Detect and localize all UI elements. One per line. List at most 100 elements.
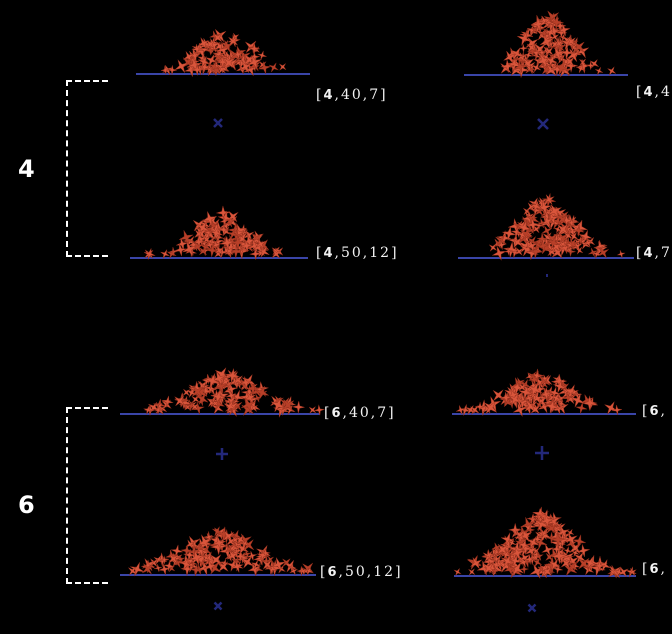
star-particle <box>562 392 574 403</box>
star-particle <box>504 247 513 257</box>
star-particle <box>555 39 564 48</box>
star-particle <box>525 240 538 252</box>
star-particle <box>492 389 504 401</box>
star-particle <box>514 60 527 73</box>
config-tag-6-40-7: [6,40,7] <box>324 405 396 421</box>
star-particle <box>193 236 205 248</box>
star-particle <box>176 555 186 564</box>
star-particle <box>552 402 565 415</box>
star-particle <box>262 560 272 570</box>
star-particle <box>187 57 203 73</box>
config-tag-rest: 7 <box>660 245 672 261</box>
config-tag-rest: 50,12 <box>344 564 396 580</box>
star-particle <box>604 401 618 415</box>
config-tag-rest: 40,7 <box>340 87 381 103</box>
dot-marker-icon <box>546 274 548 277</box>
star-particle <box>232 49 243 60</box>
star-particle <box>208 61 220 72</box>
star-particle <box>565 57 574 66</box>
star-particle <box>561 36 575 51</box>
star-particle <box>174 59 189 73</box>
star-particle <box>223 240 239 256</box>
star-particle <box>238 533 252 547</box>
star-particle <box>244 391 256 404</box>
config-tag-n: 6 <box>331 406 343 421</box>
config-tag-6-right-top: [6, <box>642 403 667 419</box>
star-particle <box>586 61 596 70</box>
star-particle <box>526 42 537 53</box>
star-particle <box>154 564 163 572</box>
star-particle <box>557 214 568 225</box>
star-particle <box>496 230 512 246</box>
star-particle <box>189 550 205 566</box>
star-particle <box>205 243 219 257</box>
star-particle <box>223 400 237 413</box>
star-particle <box>216 526 232 542</box>
star-particle <box>248 43 260 55</box>
star-particle <box>527 66 536 75</box>
star-particle <box>191 64 203 76</box>
star-particle <box>595 67 604 75</box>
star-particle <box>270 397 286 413</box>
config-tag-rest: 50,12 <box>340 245 392 261</box>
star-particle <box>520 517 536 533</box>
star-particle <box>537 240 549 252</box>
star-particle <box>227 228 238 240</box>
star-particle <box>465 405 476 415</box>
star-particle <box>243 550 252 559</box>
star-particle <box>593 560 606 572</box>
star-particle <box>216 42 231 57</box>
config-tag-n: 4 <box>323 88 335 103</box>
cross-marker-icon <box>537 118 549 130</box>
star-particle <box>206 40 215 49</box>
config-tag-n: 4 <box>323 246 335 261</box>
star-particle <box>566 48 580 62</box>
star-particle <box>617 250 626 258</box>
star-particle <box>222 530 235 543</box>
star-particle <box>597 247 609 259</box>
star-particle <box>504 563 516 576</box>
star-particle <box>528 373 540 386</box>
star-particle <box>231 560 244 573</box>
group-label-4: 4 <box>18 155 35 183</box>
star-particle <box>492 554 501 564</box>
star-particle <box>260 548 271 558</box>
star-particle <box>618 566 629 578</box>
star-particle <box>584 556 597 570</box>
star-particle <box>166 249 177 259</box>
star-particle <box>503 50 517 64</box>
star-particle <box>525 545 537 557</box>
star-particle <box>221 40 234 53</box>
star-particle <box>526 218 540 232</box>
star-particle <box>556 235 564 243</box>
star-particle <box>525 525 535 535</box>
star-particle <box>196 221 210 235</box>
star-particle <box>609 568 616 576</box>
star-particle <box>271 557 286 572</box>
star-particle <box>211 389 226 405</box>
star-particle <box>241 397 256 413</box>
star-particle <box>576 64 586 74</box>
star-particle <box>514 377 525 388</box>
star-particle <box>174 395 185 407</box>
star-particle <box>202 211 217 227</box>
star-particle <box>289 566 298 576</box>
config-tag-rest: 40,7 <box>348 405 389 421</box>
star-particle <box>502 544 512 553</box>
star-particle <box>536 199 552 215</box>
star-particle <box>250 559 261 569</box>
star-particle <box>182 241 198 257</box>
star-particle <box>527 382 543 397</box>
star-particle <box>539 15 549 26</box>
star-particle <box>573 225 585 238</box>
star-particle <box>541 225 553 237</box>
star-particle <box>561 558 571 569</box>
star-particle <box>483 562 495 574</box>
star-particle <box>160 555 169 565</box>
star-particle <box>208 220 218 230</box>
config-tag-n: 4 <box>643 246 655 261</box>
star-particle <box>170 544 183 557</box>
star-particle <box>182 388 190 397</box>
star-particle <box>191 385 204 398</box>
